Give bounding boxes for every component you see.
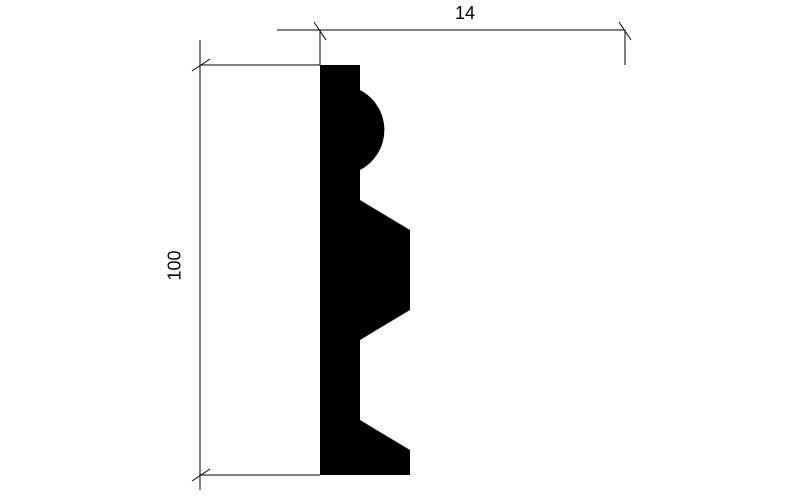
width-dimension-label: 14 xyxy=(455,3,475,24)
diagram-svg xyxy=(0,0,800,500)
profile-shape xyxy=(320,65,410,475)
dimension-height xyxy=(192,40,320,490)
drawing-canvas: 14 100 xyxy=(0,0,800,500)
height-dimension-label: 100 xyxy=(165,250,186,280)
dimension-width xyxy=(277,22,631,65)
